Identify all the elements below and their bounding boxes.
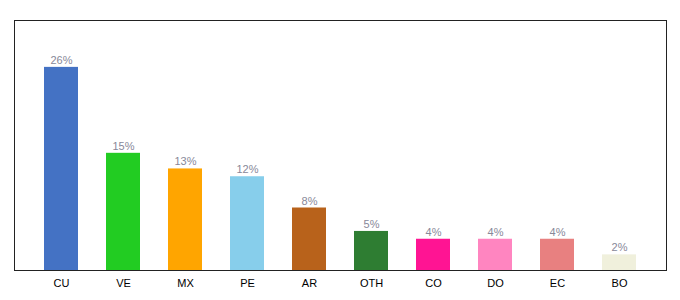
svg-text:OTH: OTH: [360, 277, 383, 289]
svg-text:8%: 8%: [302, 195, 318, 207]
svg-text:DO: DO: [487, 277, 504, 289]
svg-text:PE: PE: [240, 277, 255, 289]
svg-text:2%: 2%: [612, 241, 628, 253]
svg-text:15%: 15%: [112, 140, 134, 152]
svg-text:CO: CO: [425, 277, 442, 289]
svg-text:EC: EC: [550, 277, 565, 289]
svg-text:5%: 5%: [364, 218, 380, 230]
svg-text:26%: 26%: [50, 54, 72, 66]
svg-text:12%: 12%: [236, 163, 258, 175]
svg-text:VE: VE: [116, 277, 131, 289]
svg-text:4%: 4%: [550, 226, 566, 238]
svg-text:BO: BO: [612, 277, 628, 289]
svg-text:CU: CU: [54, 277, 70, 289]
svg-text:13%: 13%: [174, 155, 196, 167]
svg-text:MX: MX: [177, 277, 194, 289]
svg-text:AR: AR: [302, 277, 317, 289]
svg-text:4%: 4%: [488, 226, 504, 238]
svg-text:4%: 4%: [426, 226, 442, 238]
